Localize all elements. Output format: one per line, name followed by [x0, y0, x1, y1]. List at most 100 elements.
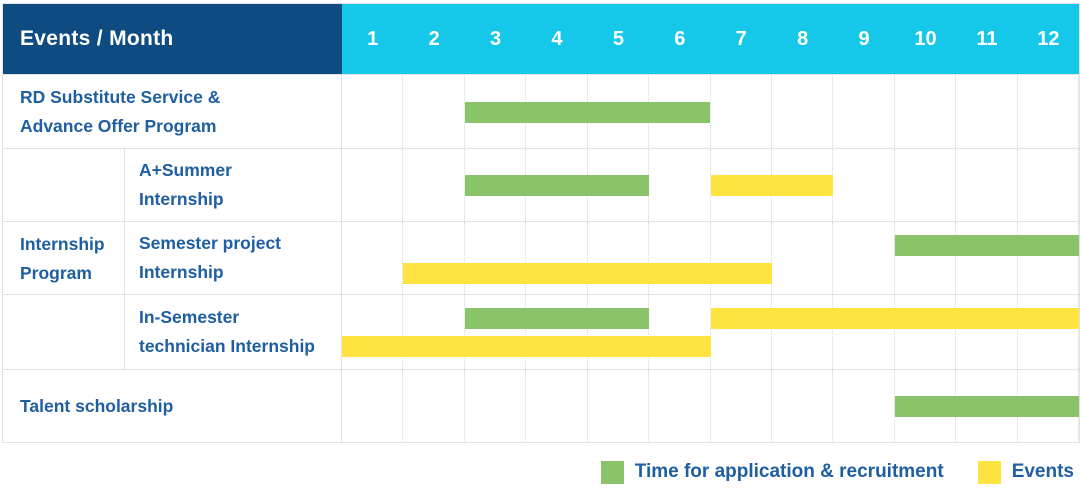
row-label-semester-project-internship: Semester project Internship — [125, 222, 342, 294]
month-column — [956, 75, 1018, 148]
month-header-5: 5 — [612, 27, 624, 50]
month-column — [403, 75, 465, 148]
month-column — [342, 295, 404, 369]
month-column — [833, 149, 895, 221]
month-header-1: 1 — [367, 27, 379, 50]
row-in-semester-technician-internship: In-Semester technician Internship — [3, 294, 1080, 369]
legend-label-event: Events — [1011, 461, 1074, 482]
month-column — [465, 222, 527, 294]
months-header: 1 2 3 4 5 6 7 8 9 10 11 12 — [342, 4, 1079, 74]
month-column — [833, 295, 895, 369]
month-column — [711, 370, 772, 442]
recruitment-bar-months-10-12 — [894, 396, 1079, 417]
events-month-table: Events / Month 1 2 3 4 5 6 7 8 9 10 11 12 Internshi… — [2, 3, 1080, 443]
month-header-2: 2 — [428, 27, 440, 50]
month-column — [342, 149, 404, 221]
row-label-line: Advance Offer Program — [20, 115, 217, 136]
month-header-11: 11 — [976, 27, 998, 50]
legend-item-recruitment: Time for application & recruitment — [600, 460, 944, 484]
month-column — [1018, 75, 1080, 148]
row-label-in-semester-technician-internship: In-Semester technician Internship — [125, 295, 342, 369]
row-label-rd-substitute-service: RD Substitute Service & Advance Offer Pro… — [3, 75, 342, 148]
month-grid-talent-scholarship — [342, 370, 1080, 442]
month-column — [465, 370, 527, 442]
month-column — [403, 370, 465, 442]
month-column — [711, 75, 772, 148]
month-column — [588, 222, 650, 294]
row-label-line: In-Semester — [139, 307, 240, 327]
table-header-row: Events / Month 1 2 3 4 5 6 7 8 9 10 11 12 — [3, 4, 1079, 74]
month-column — [895, 295, 957, 369]
event-bar-months-2-7 — [403, 263, 772, 284]
row-label-line: technician Internship — [139, 336, 315, 356]
recruitment-bar-months-3-5 — [464, 308, 650, 329]
table-body: Internship Program RD Substitute Service … — [3, 74, 1080, 442]
row-label-line: Talent scholarship — [20, 395, 174, 416]
row-label-a-plus-summer-internship: A+Summer Internship — [125, 149, 342, 221]
events-month-title: Events / Month — [20, 27, 174, 50]
legend-swatch-event — [977, 460, 1001, 484]
month-column — [772, 75, 834, 148]
month-grid-semester-project-internship — [342, 222, 1080, 294]
row-label-line: Internship — [139, 189, 224, 209]
month-column — [649, 222, 711, 294]
month-column — [895, 222, 957, 294]
month-column — [526, 222, 588, 294]
month-column — [772, 370, 834, 442]
legend-item-event: Events — [977, 460, 1074, 484]
month-column — [956, 222, 1018, 294]
month-column — [772, 295, 834, 369]
month-column — [833, 222, 895, 294]
month-grid-in-semester-technician-internship — [342, 295, 1080, 369]
row-label-talent-scholarship: Talent scholarship — [3, 370, 342, 442]
row-label-line: Internship — [139, 262, 224, 282]
month-column — [649, 149, 711, 221]
month-column — [649, 370, 711, 442]
month-column — [526, 370, 588, 442]
row-label-line: A+Summer — [139, 160, 232, 180]
month-column — [403, 149, 465, 221]
group-column-cell — [3, 222, 125, 294]
month-header-7: 7 — [735, 27, 747, 50]
events-month-header-cell: Events / Month — [3, 4, 342, 74]
month-column — [833, 370, 895, 442]
month-column — [772, 222, 834, 294]
month-grid-a-plus-summer-internship — [342, 149, 1080, 221]
recruitment-bar-months-10-12 — [894, 235, 1079, 256]
month-grid-rd-substitute-service — [342, 75, 1080, 148]
group-column-cell — [3, 295, 125, 369]
event-bar-months-7-12 — [710, 308, 1079, 329]
row-label-line: Semester project — [139, 233, 282, 253]
group-column-cell — [3, 149, 125, 221]
legend: Time for application & recruitment Events — [600, 459, 1074, 485]
month-column — [895, 75, 957, 148]
month-header-8: 8 — [797, 27, 809, 50]
month-header-12: 12 — [1037, 27, 1060, 50]
month-column — [1018, 222, 1080, 294]
month-column — [465, 295, 527, 369]
month-column — [526, 295, 588, 369]
month-column — [342, 75, 404, 148]
month-column — [403, 222, 465, 294]
month-column — [649, 295, 711, 369]
month-column — [956, 149, 1018, 221]
legend-label-recruitment: Time for application & recruitment — [634, 461, 944, 482]
month-column — [895, 149, 957, 221]
event-bar-months-7-8 — [710, 175, 834, 196]
month-column — [588, 370, 650, 442]
month-column — [342, 370, 404, 442]
month-column — [956, 295, 1018, 369]
month-column — [833, 75, 895, 148]
month-column — [342, 222, 404, 294]
month-header-3: 3 — [489, 27, 502, 50]
row-rd-substitute-service: RD Substitute Service & Advance Offer Pro… — [3, 74, 1080, 148]
month-header-6: 6 — [674, 27, 686, 50]
month-header-10: 10 — [914, 27, 937, 50]
row-a-plus-summer-internship: A+Summer Internship — [3, 148, 1080, 221]
row-semester-project-internship: Semester project Internship — [3, 221, 1080, 294]
row-talent-scholarship: Talent scholarship — [3, 369, 1080, 442]
month-column — [711, 222, 772, 294]
month-column — [403, 295, 465, 369]
month-column — [1018, 295, 1080, 369]
